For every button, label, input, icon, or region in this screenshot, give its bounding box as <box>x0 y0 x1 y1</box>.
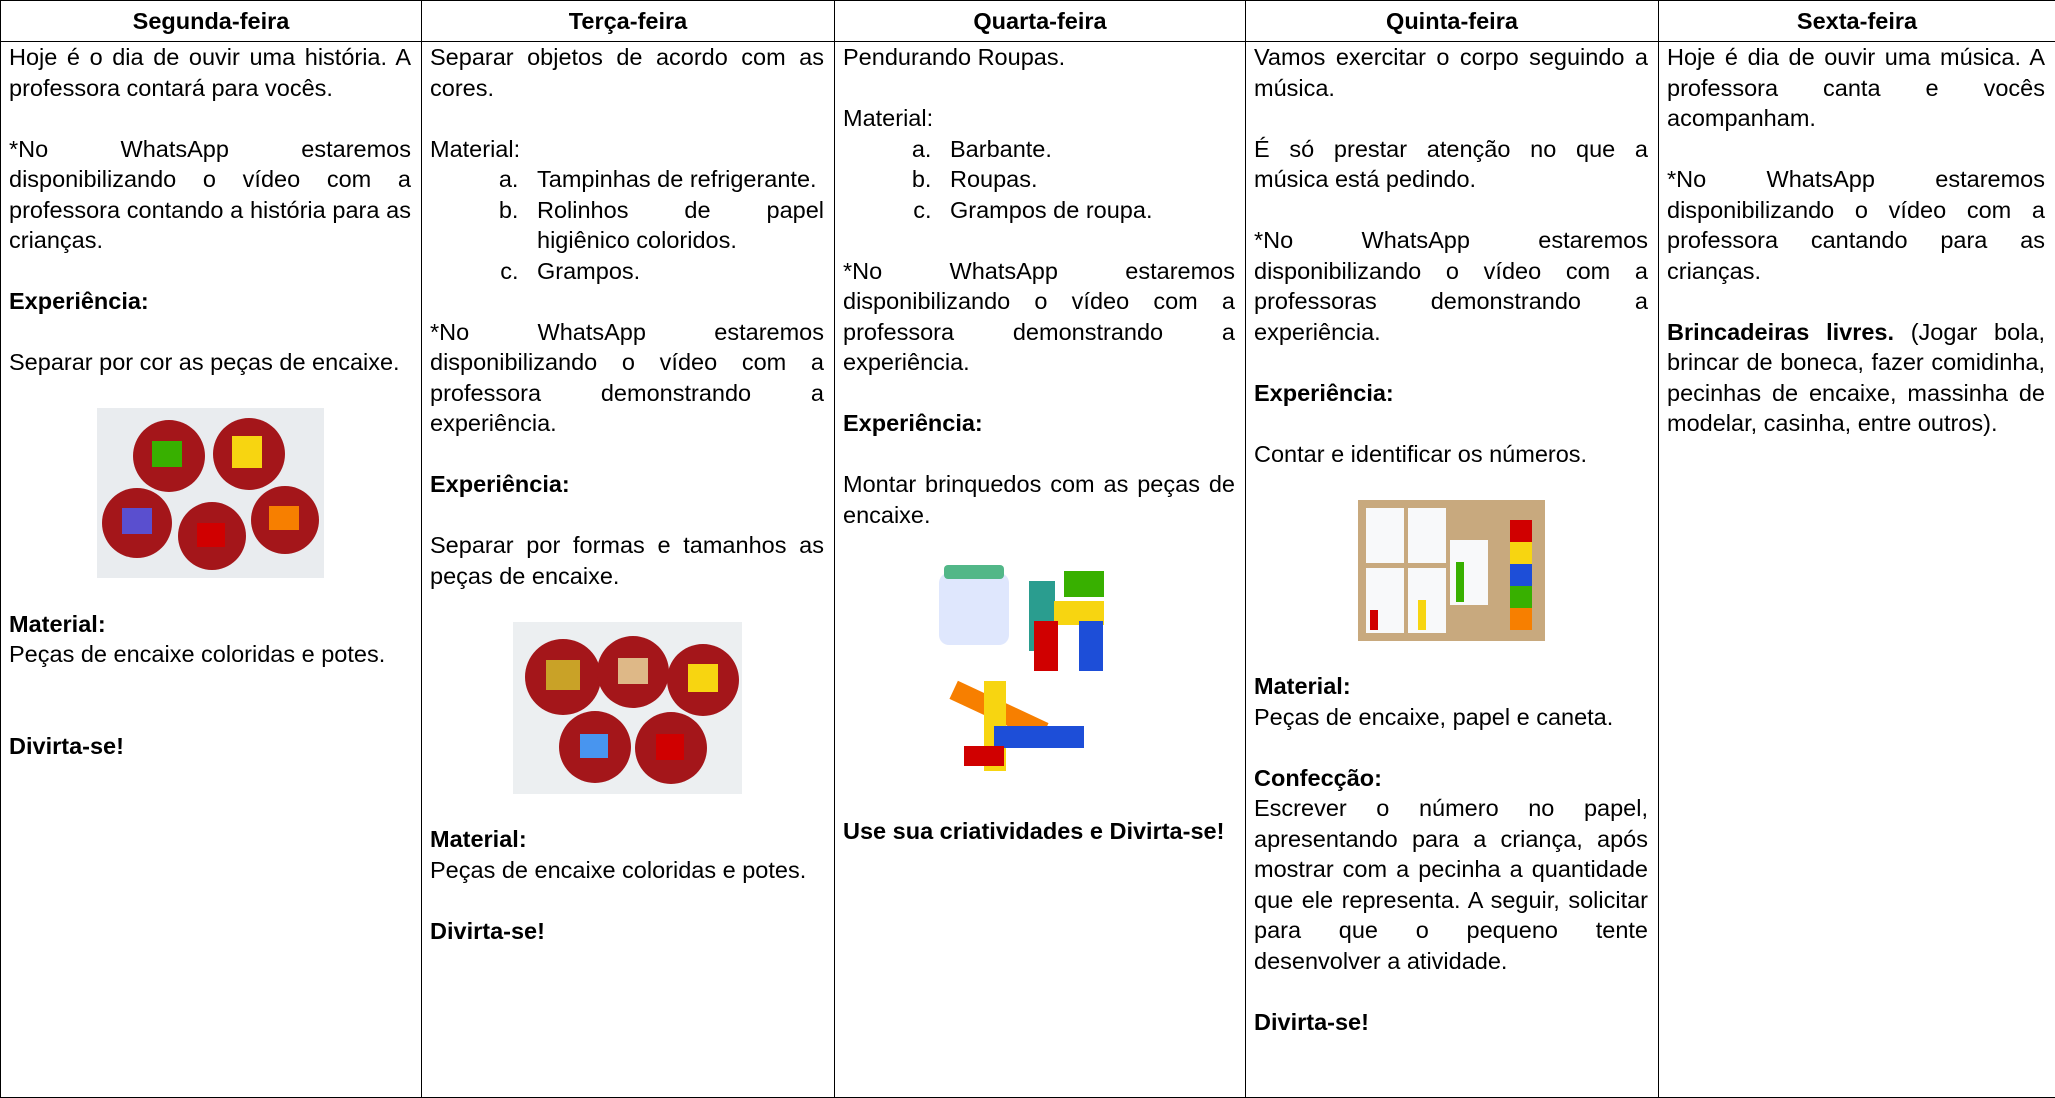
closing: Divirta-se! <box>430 916 824 947</box>
day-header: Terça-feira <box>421 0 835 42</box>
photo-numbers <box>1357 499 1545 641</box>
section-title-text: Experiência: <box>430 471 570 497</box>
section-title-text: Material: <box>9 610 106 637</box>
closing: Use sua criatividades e Divirta-se! <box>843 816 1235 847</box>
section-title: Material: <box>1254 671 1648 702</box>
day-cell: Separar objetos de acordo com as cores. … <box>421 41 835 1098</box>
material-item: Barbante. <box>938 134 1235 165</box>
free-play-text: (Jogar bola, brincar de boneca, fazer co… <box>1667 318 2045 437</box>
day-header: Quinta-feira <box>1245 0 1659 42</box>
material-item: Grampos. <box>525 256 824 287</box>
header-row: Segunda-feira Terça-feira Quarta-feira Q… <box>0 0 2055 42</box>
day-cell: Hoje é o dia de ouvir uma história. A pr… <box>0 41 422 1098</box>
intro: Hoje é o dia de ouvir uma história. A pr… <box>9 44 411 101</box>
material: Peças de encaixe, papel e caneta. <box>1254 703 1614 730</box>
intro-2: É só prestar atenção no que a música est… <box>1254 135 1648 193</box>
section-title-text: Experiência: <box>1254 379 1394 406</box>
intro: Vamos exercitar o corpo seguindo a músic… <box>1254 44 1648 101</box>
experience: Contar e identificar os números. <box>1254 440 1588 467</box>
material-item: Grampos de roupa. <box>938 195 1235 226</box>
material-item: Rolinhos de papel higiênico coloridos. <box>525 195 824 256</box>
closing-text: Divirta-se! <box>1254 1008 1369 1035</box>
material-label: Material: <box>843 105 934 131</box>
experience: Separar por formas e tamanhos as peças d… <box>430 532 824 589</box>
closing: Divirta-se! <box>9 731 411 762</box>
material: Peças de encaixe coloridas e potes. <box>430 856 807 883</box>
material-label: Material: <box>430 135 521 162</box>
note: *No WhatsApp estaremos disponibilizando … <box>9 135 411 254</box>
closing: Divirta-se! <box>1254 1007 1648 1038</box>
day-cell: Pendurando Roupas. Material: Barbante. R… <box>834 41 1246 1098</box>
day-cell: Vamos exercitar o corpo seguindo a músic… <box>1245 41 1659 1098</box>
note: *No WhatsApp estaremos disponibilizando … <box>1254 227 1648 345</box>
day-header: Quarta-feira <box>834 0 1246 42</box>
material-item: Roupas. <box>938 164 1235 195</box>
section-title: Material: <box>430 824 824 855</box>
day-header: Segunda-feira <box>0 0 422 42</box>
content-row: Hoje é o dia de ouvir uma história. A pr… <box>0 41 2055 1098</box>
photo-bowls <box>512 621 742 794</box>
note: *No WhatsApp estaremos disponibilizando … <box>430 318 824 437</box>
material-list: Barbante. Roupas. Grampos de roupa. <box>843 134 1235 226</box>
free-play-title: Brincadeiras livres. <box>1667 318 1895 345</box>
intro: Separar objetos de acordo com as cores. <box>430 44 824 101</box>
making: Escrever o número no papel, apresentando… <box>1254 795 1648 974</box>
section-title-text: Experiência: <box>843 410 983 436</box>
section-title: Experiência: <box>843 408 1235 439</box>
section-title-text: Material: <box>430 826 527 852</box>
section-title-text: Material: <box>1254 673 1351 699</box>
section-title: Experiência: <box>430 469 824 500</box>
material-list: Tampinhas de refrigerante. Rolinhos de p… <box>430 164 824 286</box>
material: Peças de encaixe coloridas e potes. <box>9 641 386 667</box>
material-item: Tampinhas de refrigerante. <box>525 164 824 195</box>
photo-bowls <box>96 408 324 578</box>
experience: Montar brinquedos com as peças de encaix… <box>843 471 1235 528</box>
intro: Hoje é dia de ouvir uma música. A profes… <box>1667 44 2045 131</box>
section-title: Material: <box>9 609 411 640</box>
day-cell: Hoje é dia de ouvir uma música. A profes… <box>1658 41 2055 1098</box>
closing-text: Divirta-se! <box>430 917 545 944</box>
note: *No WhatsApp estaremos disponibilizando … <box>843 257 1235 376</box>
free-play: Brincadeiras livres. (Jogar bola, brinca… <box>1667 317 2045 439</box>
section-title: Experiência: <box>1254 378 1648 409</box>
day-header: Sexta-feira <box>1658 0 2055 42</box>
note: *No WhatsApp estaremos disponibilizando … <box>1667 166 2045 284</box>
closing-text: Use sua criatividades e Divirta-se! <box>843 818 1225 844</box>
photo-blocks <box>934 560 1144 786</box>
section-title: Experiência: <box>9 286 411 317</box>
section-title-text: Confecção: <box>1254 764 1382 791</box>
experience: Separar por cor as peças de encaixe. <box>9 349 400 375</box>
intro: Pendurando Roupas. <box>843 44 1066 70</box>
section-title: Confecção: <box>1254 763 1648 794</box>
section-title-text: Experiência: <box>9 288 149 314</box>
closing-text: Divirta-se! <box>9 732 124 759</box>
